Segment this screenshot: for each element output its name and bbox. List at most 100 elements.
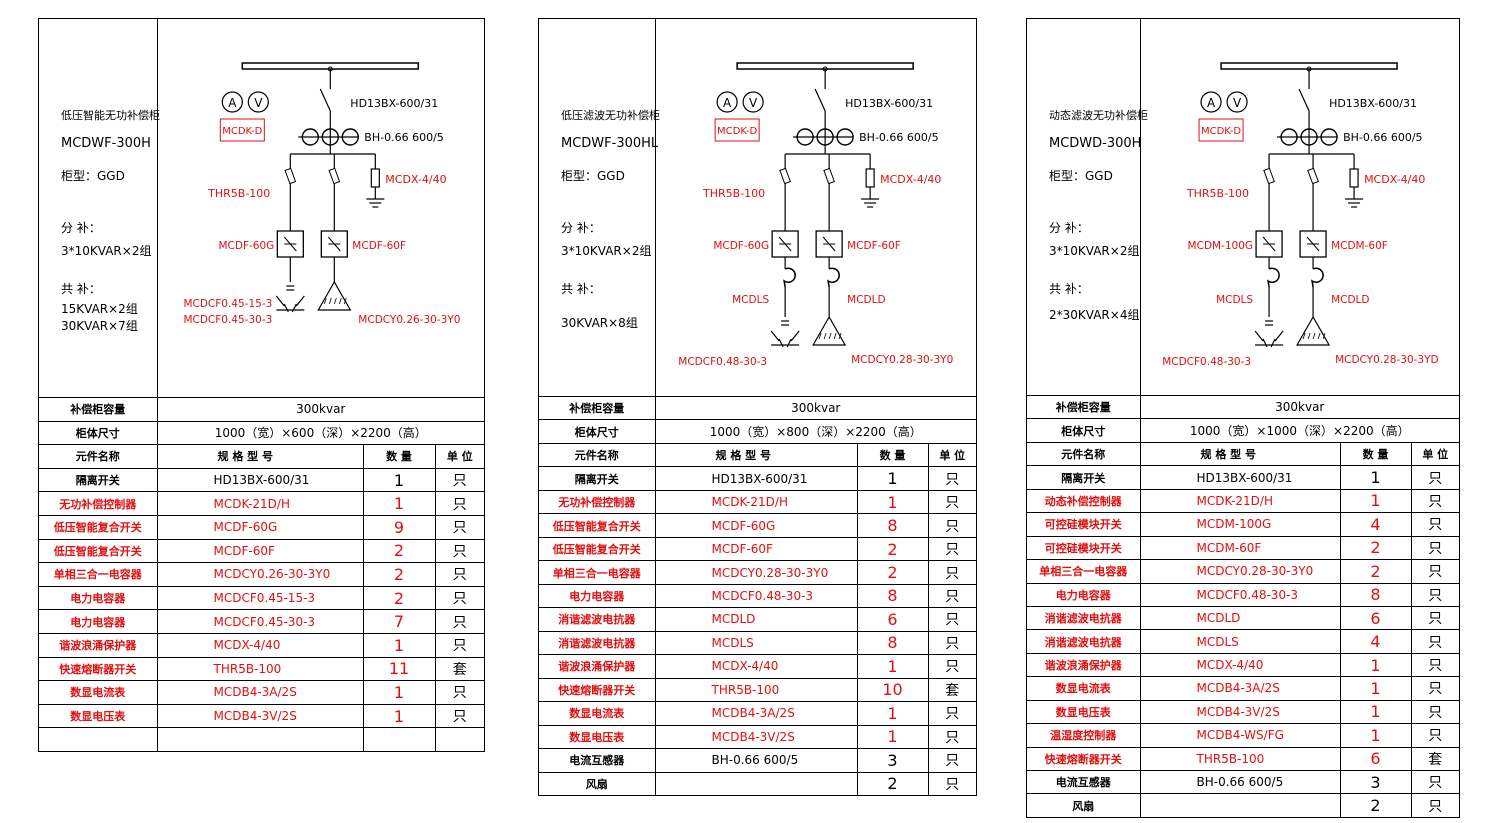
component-spec: MCDM-100G	[1139, 512, 1341, 537]
component-unit: 只	[927, 583, 976, 609]
component-spec: MCDB4-3A/2S	[1139, 676, 1341, 701]
switch-label: HD13BX-600/31	[350, 97, 438, 110]
cabinet-model: MCDWD-300H	[1049, 136, 1142, 151]
table-row: 数显电压表 MCDB4-3V/2S 1 只	[1027, 699, 1459, 725]
component-spec: HD13BX-600/31	[156, 467, 364, 493]
arrester-label: MCDX-4/40	[385, 173, 446, 186]
component-spec: MCDCF0.48-30-3	[654, 583, 858, 609]
table-row: 隔离开关 HD13BX-600/31 1 只	[1027, 465, 1459, 490]
component-name: 快速熔断器开关	[539, 677, 656, 703]
cap-left-label: MCDCF0.48-30-3	[1162, 356, 1251, 368]
capacity-value: 300kvar	[654, 395, 976, 421]
switch-label: HD13BX-600/31	[1329, 97, 1417, 110]
component-qty: 1	[856, 489, 929, 515]
component-qty: 6	[1339, 605, 1412, 631]
gongbu-value: 2*30KVAR×4组	[1049, 308, 1140, 322]
switch-left-label: MCDM-100G	[1188, 240, 1254, 252]
reactor-icon	[827, 267, 840, 288]
cap-left-label: MCDCF0.45-15-3	[183, 298, 272, 310]
component-unit: 套	[1410, 746, 1459, 772]
header-cell: 单 位	[1410, 441, 1459, 467]
header-cell: 单 位	[927, 442, 976, 468]
component-qty: 1	[362, 467, 436, 493]
table-row: 快速熔断器开关 THR5B-100 11 套	[39, 656, 484, 682]
gongbu-label: 共 补：	[561, 282, 601, 296]
component-unit: 只	[927, 489, 976, 515]
component-name: 电力电容器	[39, 609, 158, 634]
ct-label: BH-0.66 600/5	[1343, 131, 1422, 144]
reactor-left-label: MCDLS	[1216, 294, 1253, 306]
table-row: 低压智能复合开关 MCDF-60G 9 只	[39, 514, 484, 540]
switch-right-label: MCDF-60F	[352, 240, 406, 252]
table-row: 数显电压表 MCDB4-3V/2S 1 只	[539, 724, 976, 750]
ammeter-icon: A	[716, 91, 738, 113]
cabinet-model: MCDWF-300HL	[561, 136, 659, 151]
table-row: 数显电流表 MCDB4-3A/2S 1 只	[39, 680, 484, 705]
cabinet-title: 动态滤波无功补偿柜	[1049, 109, 1148, 122]
table-row: 数显电压表 MCDB4-3V/2S 1 只	[39, 703, 484, 729]
component-unit: 只	[1410, 699, 1459, 725]
gongbu-value: 30KVAR×8组	[561, 316, 638, 330]
gongbu-value-2: 30KVAR×7组	[61, 319, 138, 333]
component-qty: 10	[856, 677, 929, 703]
component-spec: MCDB4-WS/FG	[1139, 723, 1341, 748]
component-unit: 只	[1410, 512, 1459, 537]
component-qty: 1	[1339, 723, 1412, 748]
table-row: 消谐滤波电抗器 MCDLD 6 只	[1027, 605, 1459, 631]
component-qty: 1	[362, 703, 436, 729]
component-unit: 只	[434, 609, 484, 634]
ct-label: BH-0.66 600/5	[859, 131, 938, 144]
table-header: 元件名称规 格 型 号数 量单 位	[1027, 441, 1459, 467]
component-name: 可控硅模块开关	[1027, 535, 1141, 561]
header-cell: 元件名称	[1027, 441, 1141, 467]
component-spec: MCDK-21D/H	[1139, 488, 1341, 514]
switch-right-label: MCDF-60F	[847, 240, 901, 252]
component-name: 电力电容器	[39, 585, 158, 611]
header-cell: 元件名称	[39, 444, 158, 469]
component-qty: 2	[856, 771, 929, 796]
capacitor-star-icon	[275, 285, 305, 313]
table-row: 电力电容器 MCDCF0.48-30-3 8 只	[1027, 582, 1459, 607]
current-transformer-icon	[1277, 128, 1338, 146]
table-row: 快速熔断器开关 THR5B-100 10 套	[539, 677, 976, 703]
controller-label: MCDK-D	[222, 126, 262, 137]
current-transformer-icon	[298, 128, 360, 146]
busbar	[241, 62, 420, 70]
component-name: 无功补偿控制器	[39, 491, 158, 516]
component-spec: MCDCY0.28-30-3Y0	[1139, 559, 1341, 584]
size-row: 柜体尺寸 1000（宽）×600（深）×2200（高）	[39, 420, 484, 446]
cabinet-panel-1: 低压智能无功补偿柜 MCDWF-300H 柜型：GGD 分 补： 3*10KVAR×2组…	[38, 18, 485, 752]
switch-label: HD13BX-600/31	[845, 97, 933, 110]
capacity-value: 300kvar	[1139, 394, 1459, 420]
ground-icon	[861, 198, 880, 208]
table-row: 风扇 2 只	[539, 771, 976, 796]
component-name: 消谐滤波电抗器	[539, 607, 656, 632]
current-transformer-icon	[793, 128, 854, 146]
header-cell: 单 位	[434, 444, 484, 469]
table-row: 快速熔断器开关 THR5B-100 6 套	[1027, 746, 1459, 772]
component-qty: 2	[362, 585, 436, 611]
component-name: 电流互感器	[1027, 769, 1141, 795]
component-name: 低压智能复合开关	[39, 514, 158, 540]
component-qty: 3	[1339, 769, 1412, 795]
component-name: 隔离开关	[39, 467, 158, 493]
component-unit: 只	[1410, 629, 1459, 654]
size-row: 柜体尺寸 1000（宽）×1000（深）×2200（高）	[1027, 418, 1459, 443]
component-spec: MCDLD	[1139, 605, 1341, 631]
component-unit: 只	[1410, 769, 1459, 795]
component-unit: 只	[1410, 676, 1459, 701]
header-cell: 规 格 型 号	[1139, 441, 1341, 467]
fuse-label: THR5B-100	[702, 187, 765, 200]
fuse-icon	[328, 167, 341, 185]
component-qty: 1	[1339, 699, 1412, 725]
ct-label: BH-0.66 600/5	[364, 131, 443, 144]
cabinet-panel-2: 低压滤波无功补偿柜 MCDWF-300HL 柜型：GGD 分 补： 3*10KVAR×2…	[538, 18, 977, 796]
table-row: 单相三合一电容器 MCDCY0.28-30-3Y0 2 只	[539, 560, 976, 585]
reactor-left-label: MCDLS	[732, 294, 769, 306]
cabinet-title: 低压滤波无功补偿柜	[561, 109, 660, 122]
table-row: 电流互感器 BH-0.66 600/5 3 只	[1027, 769, 1459, 795]
voltmeter-icon: V	[1226, 91, 1248, 113]
capacity-row: 补偿柜容量 300kvar	[1027, 394, 1459, 420]
reactor-icon	[1311, 267, 1324, 288]
svg-text:V: V	[1233, 96, 1242, 110]
